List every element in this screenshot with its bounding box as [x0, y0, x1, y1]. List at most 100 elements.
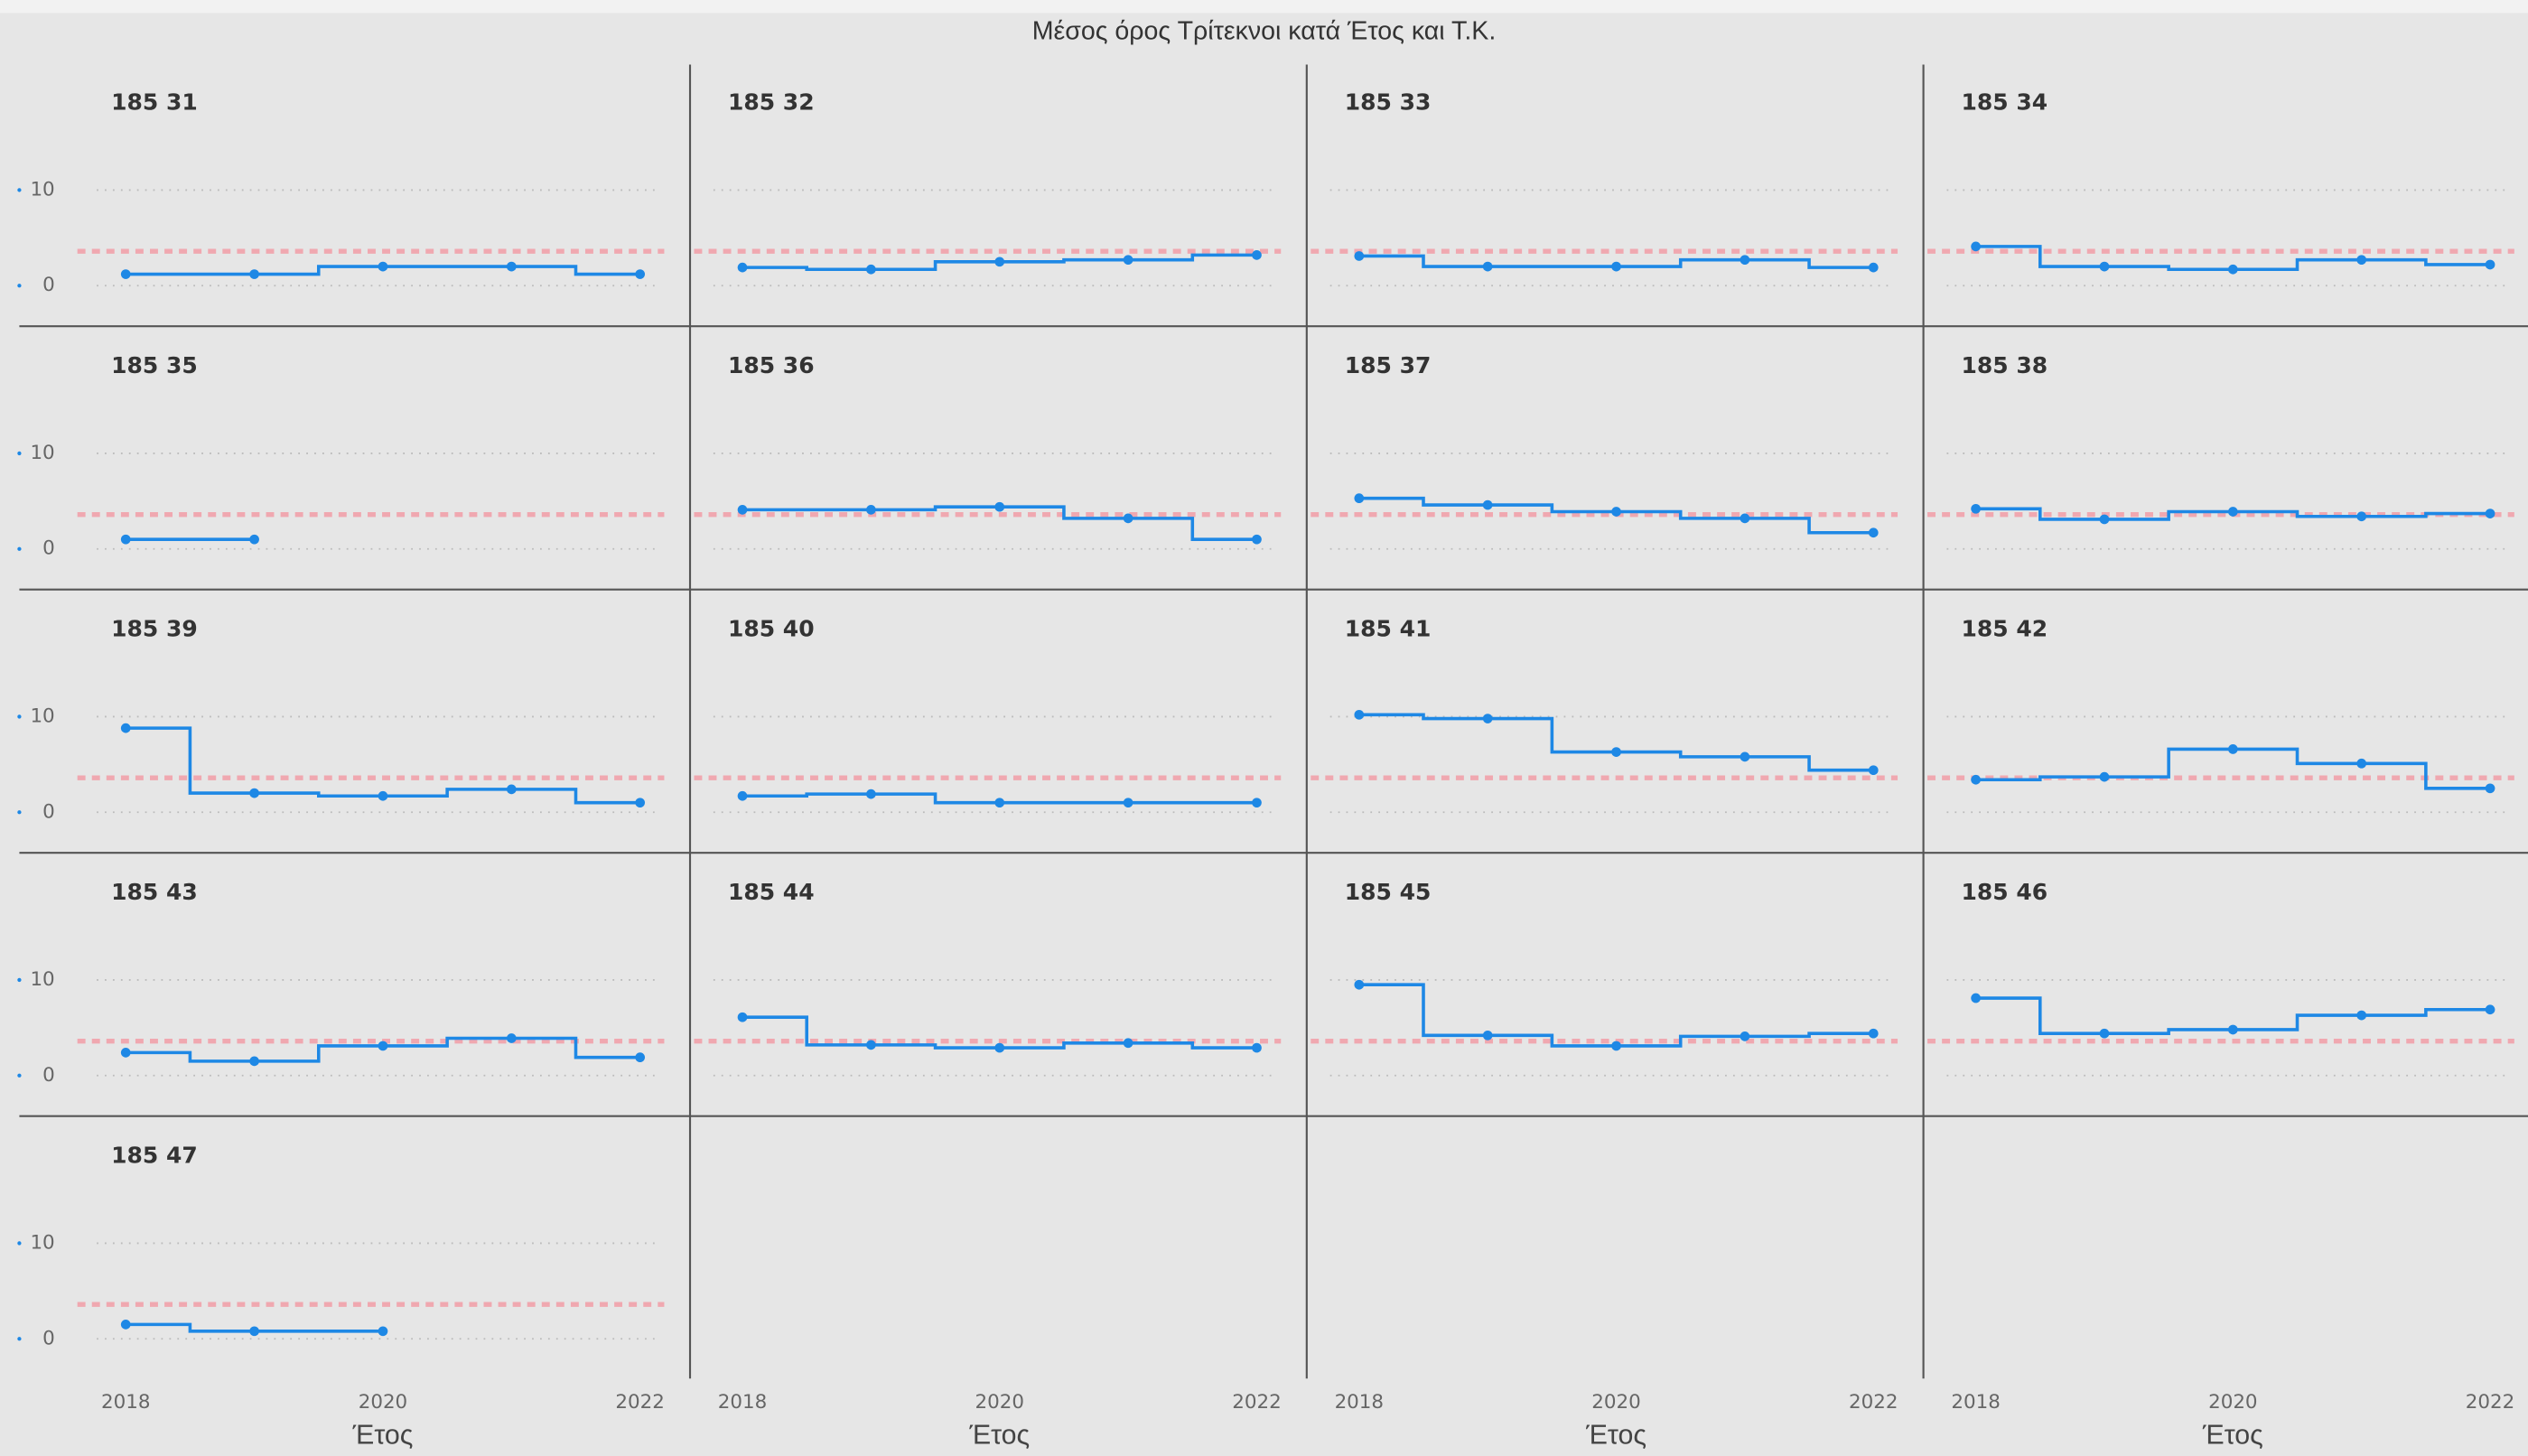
- data-point: [1740, 751, 1750, 762]
- panel-title: 185 34: [1962, 89, 2048, 115]
- step-line: [742, 792, 1257, 805]
- data-point: [2356, 758, 2367, 769]
- data-point: [1868, 262, 1879, 273]
- y-tick-label: 10: [30, 442, 54, 464]
- data-point: [994, 257, 1005, 267]
- data-point: [2099, 261, 2110, 272]
- x-tick-label: 2022: [1232, 1391, 1281, 1414]
- data-point: [120, 269, 131, 279]
- panel-title: 185 41: [1345, 615, 1432, 641]
- data-point: [2356, 255, 2367, 266]
- data-point: [2227, 1024, 2238, 1035]
- data-point: [994, 501, 1005, 512]
- data-point: [2227, 507, 2238, 517]
- data-point: [1252, 1042, 1262, 1053]
- data-point: [994, 1042, 1005, 1053]
- step-line: [742, 505, 1257, 541]
- data-point: [635, 269, 646, 279]
- data-point: [2356, 511, 2367, 522]
- x-tick-label: 2022: [2466, 1391, 2514, 1414]
- y-tick-mark: [17, 1073, 22, 1078]
- data-point: [737, 1012, 748, 1022]
- data-point: [120, 1048, 131, 1058]
- x-tick-label: 2020: [1591, 1391, 1640, 1414]
- data-point: [1611, 507, 1621, 517]
- panel-title: 185 39: [111, 615, 198, 641]
- panel-title: 185 40: [728, 615, 815, 641]
- y-tick-label: 0: [42, 537, 55, 560]
- data-point: [506, 784, 517, 795]
- y-tick-mark: [17, 546, 22, 551]
- data-point: [2099, 771, 2110, 782]
- data-point: [249, 534, 259, 545]
- data-point: [1482, 499, 1493, 510]
- data-point: [506, 1033, 517, 1043]
- y-tick-label: 10: [30, 705, 54, 727]
- panel-title: 185 44: [728, 879, 815, 905]
- data-point: [1252, 250, 1262, 260]
- data-point: [1868, 527, 1879, 538]
- x-tick-label: 2018: [1335, 1391, 1384, 1414]
- panel-title: 185 37: [1345, 352, 1432, 378]
- y-tick-label: 0: [42, 1327, 55, 1349]
- data-point: [1868, 765, 1879, 776]
- chart-title: Μέσος όρος Τρίτεκνοι κατά Έτος και Τ.Κ.: [1032, 16, 1497, 45]
- data-point: [1611, 747, 1621, 757]
- data-point: [378, 1041, 388, 1051]
- panel-title: 185 32: [728, 89, 815, 115]
- data-point: [249, 269, 259, 279]
- y-tick-mark: [17, 188, 22, 192]
- data-point: [1740, 255, 1750, 266]
- data-point: [506, 261, 517, 272]
- data-point: [2485, 509, 2495, 518]
- x-axis-title: Έτος: [352, 1421, 414, 1451]
- data-point: [1354, 709, 1365, 720]
- data-point: [249, 788, 259, 798]
- data-point: [866, 264, 876, 275]
- panel-title: 185 35: [111, 352, 198, 378]
- data-point: [120, 723, 131, 733]
- step-line: [1358, 254, 1874, 269]
- data-point: [120, 534, 131, 545]
- data-point: [378, 1326, 388, 1337]
- data-point: [737, 790, 748, 801]
- data-point: [2485, 259, 2495, 270]
- y-tick-label: 0: [42, 800, 55, 823]
- data-point: [120, 1320, 131, 1330]
- data-point: [1971, 774, 1981, 785]
- data-point: [737, 262, 748, 273]
- panel-title: 185 36: [728, 352, 815, 378]
- y-tick-mark: [17, 1241, 22, 1246]
- data-point: [1868, 1028, 1879, 1039]
- data-point: [378, 261, 388, 272]
- data-point: [249, 1056, 259, 1067]
- data-point: [2227, 264, 2238, 275]
- data-point: [2099, 514, 2110, 525]
- data-point: [1971, 241, 1981, 252]
- data-point: [866, 505, 876, 515]
- y-tick-mark: [17, 284, 22, 288]
- y-tick-label: 0: [42, 1064, 55, 1087]
- data-point: [1482, 261, 1493, 272]
- data-point: [1123, 798, 1133, 808]
- data-point: [994, 798, 1005, 808]
- data-point: [249, 1326, 259, 1337]
- data-point: [2227, 744, 2238, 754]
- panel-title: 185 33: [1345, 89, 1432, 115]
- data-point: [1252, 798, 1262, 808]
- x-tick-label: 2018: [1951, 1391, 2000, 1414]
- y-tick-label: 10: [30, 968, 54, 991]
- y-tick-mark: [17, 451, 22, 456]
- data-point: [635, 1052, 646, 1063]
- data-point: [2485, 783, 2495, 794]
- panel-title: 185 45: [1345, 879, 1432, 905]
- x-tick-label: 2018: [718, 1391, 767, 1414]
- x-tick-label: 2020: [359, 1391, 407, 1414]
- data-point: [1740, 1031, 1750, 1041]
- data-point: [1354, 493, 1365, 504]
- data-point: [1252, 534, 1262, 545]
- data-point: [1971, 993, 1981, 1003]
- y-tick-mark: [17, 1337, 22, 1341]
- panel-title: 185 46: [1962, 879, 2048, 905]
